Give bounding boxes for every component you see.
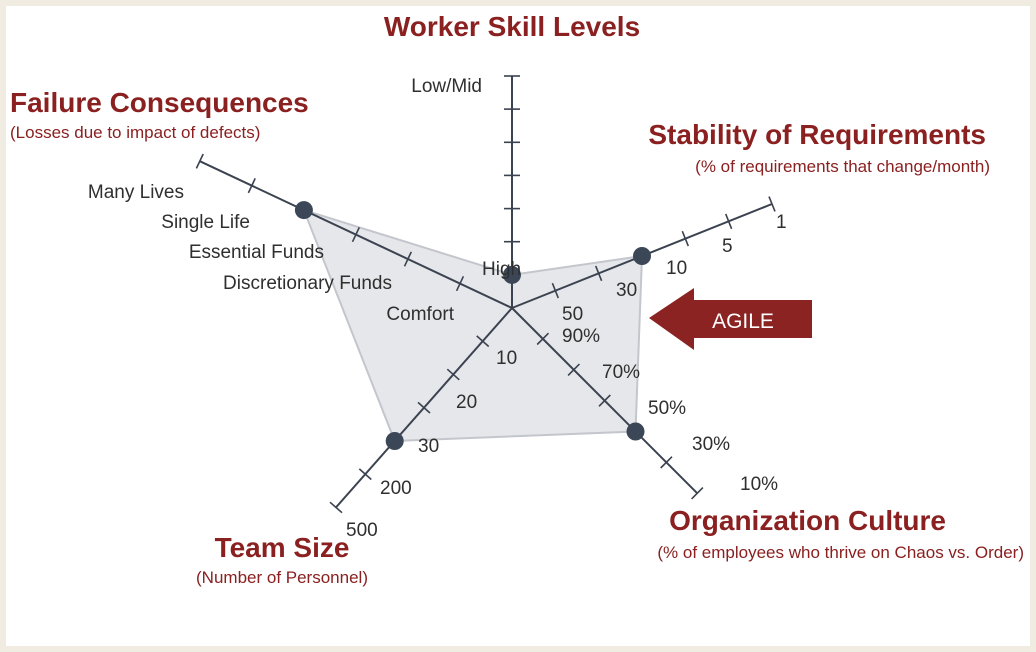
- requirements-tick: [681, 230, 690, 247]
- worker-skill-value-point: [503, 265, 521, 284]
- agile-arrow-shape: [649, 288, 812, 350]
- failure-value-point: [294, 201, 313, 220]
- culture-label-90: 90%: [562, 326, 600, 347]
- team-size-label-10: 10: [496, 348, 517, 369]
- failure-tick: [351, 227, 361, 243]
- axis-ticks: [195, 75, 776, 514]
- team-size-tick: [329, 501, 343, 514]
- diagram-canvas: Worker Skill Levels Failure Consequences…: [6, 6, 1030, 646]
- failure-tick: [403, 251, 413, 267]
- failure-subtitle: (Losses due to impact of defects): [10, 123, 260, 142]
- culture-tick: [598, 394, 611, 407]
- worker-skill-label-low-mid: Low/Mid: [411, 76, 482, 97]
- failure-label-discretionary-funds: Discretionary Funds: [223, 273, 392, 294]
- culture-label-50: 50%: [648, 398, 686, 419]
- team-size-tick: [417, 401, 431, 414]
- failure-title: Failure Consequences: [10, 87, 309, 118]
- failure-tick: [195, 153, 204, 169]
- culture-tick: [536, 332, 550, 346]
- team-size-value-point: [385, 432, 404, 450]
- requirements-tick: [551, 282, 560, 299]
- worker-skill-label-high: High: [482, 259, 521, 280]
- team-size-title: Team Size: [215, 532, 350, 563]
- agile-callout: AGILE: [649, 288, 812, 350]
- failure-label-essential-funds: Essential Funds: [189, 242, 324, 263]
- culture-label-10: 10%: [740, 474, 778, 495]
- team-size-label-30: 30: [418, 436, 439, 457]
- failure-label-single-life: Single Life: [161, 212, 250, 233]
- agile-label: AGILE: [712, 310, 774, 333]
- requirements-title: Stability of Requirements: [648, 119, 986, 150]
- team-size-label-500: 500: [346, 520, 378, 541]
- requirements-label-50: 50: [562, 304, 583, 325]
- failure-label-many-lives: Many Lives: [88, 182, 184, 203]
- team-size-tick: [476, 335, 490, 348]
- requirements-tick: [768, 196, 776, 212]
- culture-label-70: 70%: [602, 362, 640, 383]
- team-size-tick: [446, 368, 460, 381]
- requirements-tick: [724, 213, 733, 230]
- culture-tick: [567, 363, 580, 376]
- team-size-label-20: 20: [456, 392, 477, 413]
- culture-value-point: [626, 422, 645, 441]
- culture-subtitle: (% of employees who thrive on Chaos vs. …: [657, 543, 1024, 562]
- team-size-tick: [358, 468, 372, 481]
- radar-diagram: Worker Skill Levels Failure Consequences…: [10, 11, 1024, 587]
- culture-tick: [660, 456, 673, 469]
- team-size-subtitle: (Number of Personnel): [196, 568, 368, 587]
- profile-points: [294, 201, 651, 450]
- culture-label-30: 30%: [692, 434, 730, 455]
- requirements-label-5: 5: [722, 236, 733, 257]
- failure-tick: [455, 275, 465, 292]
- requirements-subtitle: (% of requirements that change/month): [695, 157, 990, 176]
- failure-label-comfort: Comfort: [386, 304, 454, 325]
- requirements-label-10: 10: [666, 258, 687, 279]
- requirements-label-1: 1: [776, 212, 787, 233]
- team-size-label-200: 200: [380, 478, 412, 499]
- requirements-value-point: [633, 247, 651, 265]
- worker-skill-title: Worker Skill Levels: [384, 11, 640, 42]
- failure-tick: [247, 178, 256, 194]
- culture-title: Organization Culture: [669, 505, 946, 536]
- culture-tick: [691, 487, 704, 500]
- agile-profile-polygon: [302, 208, 644, 443]
- requirements-label-30: 30: [616, 280, 637, 301]
- requirements-tick: [594, 265, 603, 282]
